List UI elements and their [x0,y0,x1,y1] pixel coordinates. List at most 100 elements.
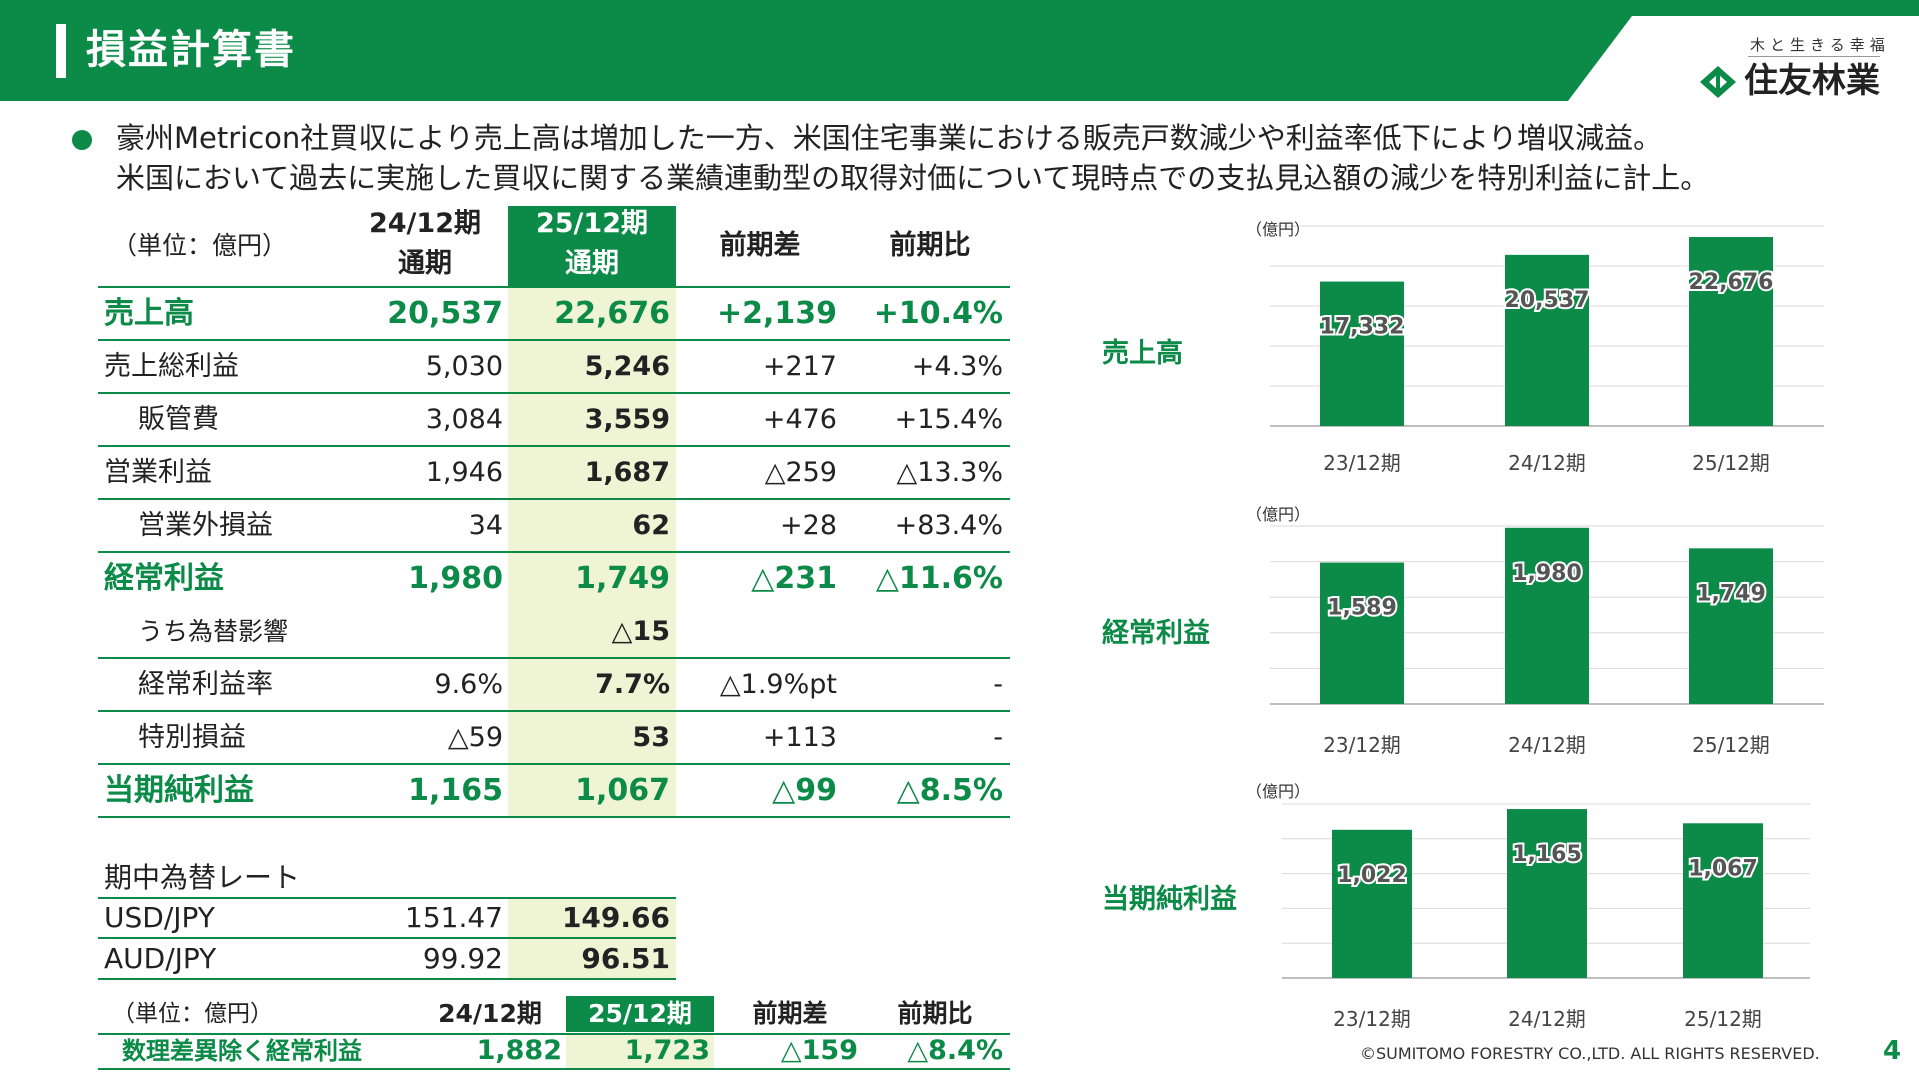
bar [1320,281,1404,426]
row-ratio-value: +83.4% [894,510,1003,541]
row-divider [98,339,1010,341]
summary-line-2: 米国において過去に実施した買収に関する業績連動型の取得対価について現時点での支払… [116,161,1710,195]
company-tagline: 木と生きる幸福 [1750,36,1890,54]
company-logo-text: 住友林業 [1744,61,1880,101]
fx-row-prev: 151.47 [405,901,503,934]
act-header-curr: 25/12期 [588,999,692,1028]
bar-value-label: 22,676 [1689,270,1774,295]
row-label: 経常利益率 [138,669,273,700]
row-curr-value: 53 [632,722,670,753]
bullet-icon [72,130,92,150]
row-curr-value: △15 [611,616,670,647]
category-label: 25/12期 [1692,733,1770,757]
fx-row-label: USD/JPY [104,901,215,934]
row-diff-value: △1.9%pt [719,669,837,700]
row-label: 売上高 [104,296,194,331]
title-accent-bar [56,24,66,78]
row-divider [98,445,1010,447]
bar [1332,829,1412,978]
row-prev-value: 1,946 [425,457,503,488]
category-label: 23/12期 [1323,733,1401,757]
row-diff-value: +476 [762,404,837,435]
fx-divider [98,897,676,899]
bar [1505,254,1589,426]
table-unit: （単位：億円） [112,231,288,260]
header-prev-full-year: 通期 [398,248,452,279]
bar [1505,527,1589,704]
row-prev-value: 34 [468,510,503,541]
row-prev-value: 1,165 [408,773,503,808]
act-row-prev: 1,882 [476,1035,562,1066]
row-prev-value: 20,537 [387,296,503,331]
header-curr-full-year: 通期 [565,248,619,279]
row-prev-value: 5,030 [425,351,503,382]
copyright: ©SUMITOMO FORESTRY CO.,LTD. ALL RIGHTS R… [1360,1044,1820,1063]
fx-row-divider [98,978,676,980]
row-divider [98,392,1010,394]
act-row-diff: △159 [780,1035,858,1066]
bar-value-label: 1,165 [1512,842,1582,867]
category-label: 25/12期 [1692,451,1770,475]
row-prev-value: 1,980 [408,561,503,596]
chart-unit: （億円） [1246,505,1310,524]
row-curr-value: 1,687 [584,457,670,488]
row-ratio-value: △8.5% [896,773,1003,808]
act-curr-highlight [566,1034,714,1068]
row-label: 経常利益 [104,561,224,596]
act-row-label: 数理差異除く経常利益 [122,1037,362,1065]
fx-row-curr: 149.66 [561,901,670,934]
fx-row-prev: 99.92 [422,942,503,975]
chart-label: 売上高 [1102,337,1183,369]
row-diff-value: +2,139 [716,296,837,331]
fx-row-curr: 96.51 [581,942,670,975]
row-ratio-value: - [993,669,1003,700]
chart-unit: （億円） [1246,220,1310,239]
act-unit: （単位：億円） [112,1001,273,1027]
row-prev-value: 9.6% [434,669,503,700]
category-label: 24/12期 [1508,1007,1586,1031]
fx-title: 期中為替レート [104,861,301,894]
category-label: 24/12期 [1508,733,1586,757]
act-header-divider [98,1033,1010,1035]
row-diff-value: △259 [764,457,837,488]
chart-unit: （億円） [1246,782,1310,801]
bar-value-label: 20,537 [1505,288,1590,313]
act-bottom-divider [98,1068,1010,1070]
bar-value-label: 1,749 [1696,581,1766,606]
row-label: うち為替影響 [138,617,289,646]
row-curr-value: 7.7% [595,669,670,700]
row-ratio-value: - [993,722,1003,753]
row-curr-value: 3,559 [584,404,670,435]
row-prev-value: △59 [447,722,503,753]
act-header-prev: 24/12期 [438,999,542,1028]
row-divider [98,657,1010,659]
current-period-highlight [508,214,676,816]
act-row-ratio: △8.4% [907,1035,1003,1066]
row-divider [98,498,1010,500]
row-ratio-value: +4.3% [911,351,1003,382]
page-number: 4 [1883,1036,1902,1066]
act-curr-header-bg [566,996,714,1032]
header-curr-period: 25/12期 [535,208,648,239]
row-divider [98,551,1010,553]
row-diff-value: +217 [762,351,837,382]
header-diff: 前期差 [719,230,801,261]
category-label: 25/12期 [1684,1007,1762,1031]
bar-value-label: 1,980 [1512,561,1582,586]
header-prev-period: 24/12期 [368,208,481,239]
row-diff-value: △231 [751,561,837,596]
bar [1689,237,1773,426]
row-curr-value: 5,246 [584,351,670,382]
bar [1320,562,1404,704]
row-label: 販管費 [138,404,219,435]
fx-row-divider [98,937,676,939]
row-curr-value: 22,676 [554,296,670,331]
row-label: 当期純利益 [104,773,254,808]
fx-current-highlight [508,898,676,980]
row-label: 営業利益 [104,457,212,488]
header-ratio: 前期比 [889,230,971,261]
row-divider [98,763,1010,765]
row-curr-value: 62 [632,510,670,541]
header-band [0,0,1919,101]
